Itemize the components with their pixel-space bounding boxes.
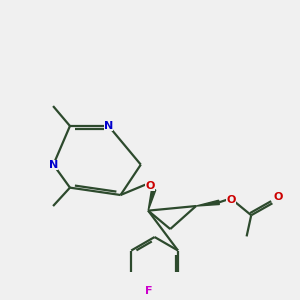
Text: N: N (49, 160, 58, 170)
Text: O: O (145, 181, 155, 191)
Text: N: N (104, 121, 113, 131)
Text: O: O (274, 192, 283, 202)
Text: F: F (145, 286, 152, 296)
Text: O: O (226, 195, 236, 205)
Polygon shape (196, 200, 219, 206)
Polygon shape (148, 189, 156, 211)
